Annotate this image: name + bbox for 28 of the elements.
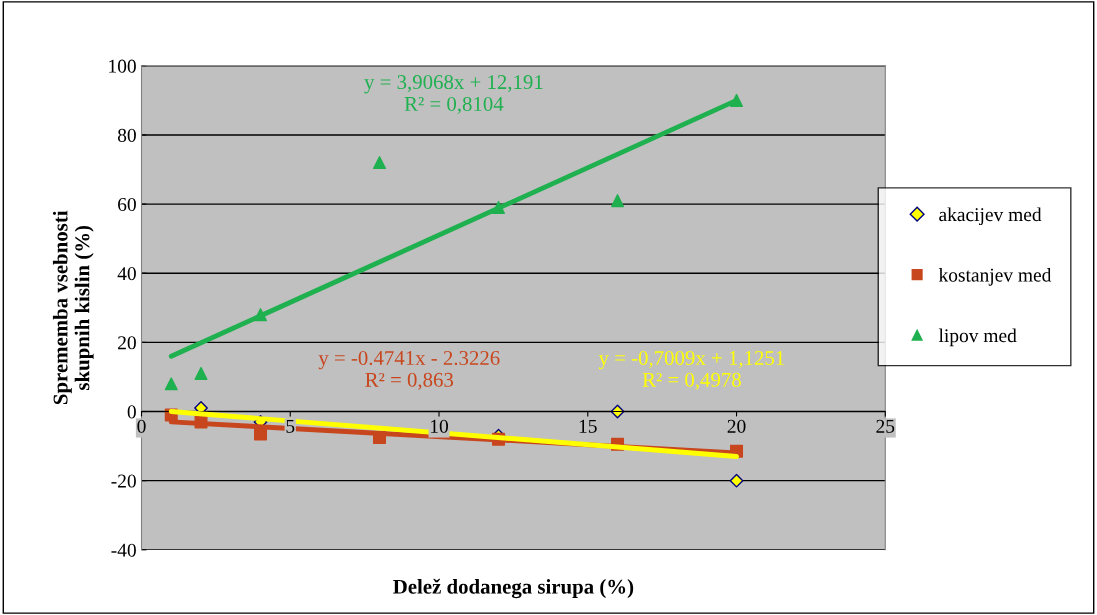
x-tick-label: 20 <box>727 419 746 433</box>
x-tick-label: 15 <box>579 419 597 433</box>
point <box>729 473 744 488</box>
point <box>611 194 625 208</box>
x-tick-label: 0 <box>137 419 146 433</box>
legend-label: kostanjev med <box>938 267 1052 286</box>
y-tick-label: 0 <box>127 405 136 419</box>
y-tick-label: 20 <box>118 336 136 350</box>
y-tick-label: 80 <box>117 128 136 142</box>
x-tick-label: 25 <box>876 419 895 433</box>
y-axis-title: Sprememba vsebnosti skupnih kislin (%) <box>52 210 94 405</box>
legend-label: lipov med <box>938 328 1017 347</box>
point <box>610 404 625 419</box>
annotation: y = 3,9068x + 12,191 R² = 0,8104 <box>364 75 543 114</box>
annotation: y = -0.4741x - 2.3226 R² = 0,863 <box>318 350 500 390</box>
point <box>194 366 208 380</box>
x-tick-label: 10 <box>431 419 448 433</box>
y-tick-label: -20 <box>111 474 136 488</box>
point <box>164 377 178 391</box>
y-tick-label: 100 <box>109 59 136 73</box>
annotation: y = -0,7009x + 1,1251 R² = 0,4978 <box>598 350 784 390</box>
y-tick-label: -40 <box>111 543 136 557</box>
x-axis-title: Delež dodanega sirupa (%) <box>393 578 634 599</box>
legend-label: akacijev med <box>939 207 1042 226</box>
y-tick-label: 60 <box>118 197 136 212</box>
x-tick-label: 5 <box>286 419 295 433</box>
y-tick-label: 40 <box>117 267 136 281</box>
point <box>373 156 387 170</box>
